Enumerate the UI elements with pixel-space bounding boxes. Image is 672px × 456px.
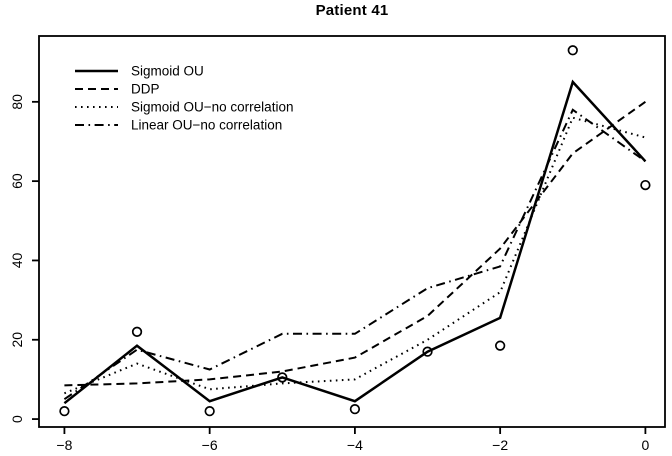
x-tick-label: −6	[202, 437, 218, 453]
series-line-linear-ou-no-correlation	[63, 108, 646, 401]
legend: Sigmoid OU DDP Sigmoid OU−no correlation Li…	[75, 64, 293, 133]
observed-point	[567, 45, 578, 56]
observed-point	[422, 346, 433, 357]
chart-title: Patient 41	[315, 2, 389, 19]
legend-label-ddp: DDP	[131, 82, 160, 97]
x-tick-label: −2	[492, 437, 508, 453]
x-tick-label: −8	[56, 437, 72, 453]
y-tick-label: 60	[9, 173, 25, 189]
y-tick-label: 20	[9, 332, 25, 348]
observed-point	[277, 372, 288, 383]
observed-point	[204, 405, 215, 417]
observed-point	[131, 326, 143, 337]
observed-point	[494, 340, 506, 351]
legend-label-linear-ou-no-correlation: Linear OU−no correlation	[131, 118, 282, 133]
legend-label-sigmoid-ou-no-correlation: Sigmoid OU−no correlation	[131, 100, 293, 115]
observed-point	[640, 179, 651, 191]
series-line-sigmoid-ou-no-correlation	[64, 116, 646, 395]
x-tick-label: −4	[347, 437, 363, 453]
observed-point	[59, 405, 70, 417]
y-tick-label: 0	[9, 415, 25, 423]
x-tick-label: 0	[641, 437, 649, 453]
plot-box	[38, 35, 666, 428]
legend-label-sigmoid-ou: Sigmoid OU	[131, 64, 204, 79]
series-line-ddp	[64, 100, 646, 387]
observed-point	[349, 404, 361, 415]
y-tick-label: 40	[9, 252, 25, 268]
y-tick-label: 80	[9, 94, 25, 110]
